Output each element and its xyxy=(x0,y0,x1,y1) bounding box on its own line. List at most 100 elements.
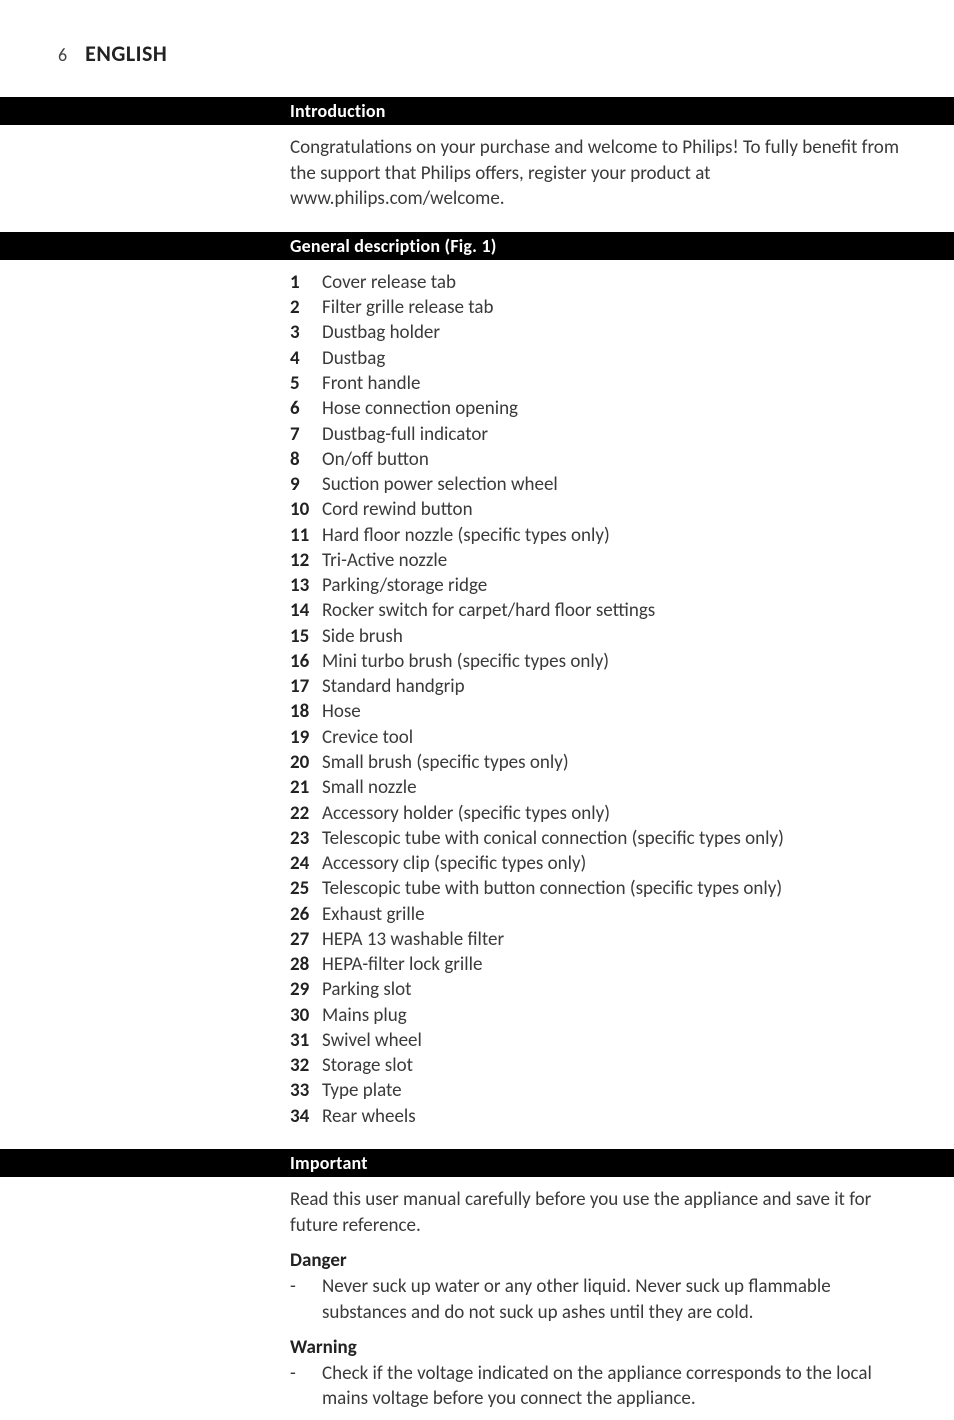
bullet-text: Check if the voltage indicated on the ap… xyxy=(322,1361,914,1412)
heading-bar: General description (Fig. 1) xyxy=(0,232,954,260)
introduction-body: Congratulations on your purchase and wel… xyxy=(0,125,954,220)
parts-list-item: 17Standard handgrip xyxy=(290,674,914,699)
bar-left xyxy=(0,1149,287,1177)
item-label: Dustbag holder xyxy=(322,320,440,345)
item-number: 6 xyxy=(290,396,322,421)
parts-list-item: 1Cover release tab xyxy=(290,270,914,295)
item-number: 24 xyxy=(290,851,322,876)
item-number: 17 xyxy=(290,674,322,699)
danger-list-item: -Never suck up water or any other liquid… xyxy=(290,1274,914,1325)
item-number: 9 xyxy=(290,472,322,497)
parts-list-item: 3Dustbag holder xyxy=(290,320,914,345)
item-number: 20 xyxy=(290,750,322,775)
item-label: Mains plug xyxy=(322,1003,407,1028)
parts-list-item: 19Crevice tool xyxy=(290,725,914,750)
parts-list-item: 33Type plate xyxy=(290,1078,914,1103)
parts-list-item: 21Small nozzle xyxy=(290,775,914,800)
item-number: 14 xyxy=(290,598,322,623)
item-number: 29 xyxy=(290,977,322,1002)
bullet-dash: - xyxy=(290,1274,322,1300)
item-number: 21 xyxy=(290,775,322,800)
parts-list-item: 29Parking slot xyxy=(290,977,914,1002)
parts-list-item: 31Swivel wheel xyxy=(290,1028,914,1053)
warning-heading: Warning xyxy=(290,1335,914,1361)
item-label: Tri-Active nozzle xyxy=(322,548,447,573)
item-number: 12 xyxy=(290,548,322,573)
important-intro: Read this user manual carefully before y… xyxy=(290,1187,914,1238)
parts-list-item: 4Dustbag xyxy=(290,346,914,371)
item-number: 19 xyxy=(290,725,322,750)
item-label: Crevice tool xyxy=(322,725,413,750)
parts-list-item: 24Accessory clip (specific types only) xyxy=(290,851,914,876)
item-number: 2 xyxy=(290,295,322,320)
item-label: Hose connection opening xyxy=(322,396,518,421)
item-number: 25 xyxy=(290,876,322,901)
item-label: Front handle xyxy=(322,371,420,396)
item-number: 18 xyxy=(290,699,322,724)
heading-important: Important xyxy=(287,1149,954,1177)
item-number: 22 xyxy=(290,801,322,826)
item-label: Small brush (specific types only) xyxy=(322,750,569,775)
item-label: Type plate xyxy=(322,1078,402,1103)
parts-list-item: 13Parking/storage ridge xyxy=(290,573,914,598)
parts-list-item: 26Exhaust grille xyxy=(290,902,914,927)
parts-list-item: 16Mini turbo brush (specific types only) xyxy=(290,649,914,674)
parts-list-item: 22Accessory holder (specific types only) xyxy=(290,801,914,826)
section-important: Important Read this user manual carefull… xyxy=(0,1149,954,1420)
item-number: 31 xyxy=(290,1028,322,1053)
parts-list-item: 34Rear wheels xyxy=(290,1104,914,1129)
item-label: Hard floor nozzle (specific types only) xyxy=(322,523,610,548)
item-label: On/off button xyxy=(322,447,429,472)
item-label: Rear wheels xyxy=(322,1104,416,1129)
item-label: Cover release tab xyxy=(322,270,456,295)
item-label: Standard handgrip xyxy=(322,674,465,699)
warning-list-item: -Check if the voltage indicated on the a… xyxy=(290,1361,914,1412)
item-label: Filter grille release tab xyxy=(322,295,494,320)
item-label: Storage slot xyxy=(322,1053,413,1078)
parts-list-item: 23Telescopic tube with conical connectio… xyxy=(290,826,914,851)
item-label: Parking/storage ridge xyxy=(322,573,487,598)
general-description-body: 1Cover release tab2Filter grille release… xyxy=(0,260,954,1137)
bar-left xyxy=(0,97,287,125)
parts-list-item: 32Storage slot xyxy=(290,1053,914,1078)
item-number: 8 xyxy=(290,447,322,472)
item-number: 7 xyxy=(290,422,322,447)
item-number: 34 xyxy=(290,1104,322,1129)
section-general-description: General description (Fig. 1) 1Cover rele… xyxy=(0,232,954,1137)
bar-left xyxy=(0,232,287,260)
introduction-text: Congratulations on your purchase and wel… xyxy=(290,135,914,212)
parts-list-item: 14Rocker switch for carpet/hard floor se… xyxy=(290,598,914,623)
item-number: 26 xyxy=(290,902,322,927)
parts-list: 1Cover release tab2Filter grille release… xyxy=(290,270,914,1129)
parts-list-item: 27HEPA 13 washable filter xyxy=(290,927,914,952)
item-number: 11 xyxy=(290,523,322,548)
page-number: 6 xyxy=(58,44,67,66)
bullet-dash: - xyxy=(290,1361,322,1387)
item-number: 10 xyxy=(290,497,322,522)
item-label: HEPA 13 washable filter xyxy=(322,927,504,952)
item-number: 1 xyxy=(290,270,322,295)
item-label: Side brush xyxy=(322,624,403,649)
item-label: Small nozzle xyxy=(322,775,417,800)
heading-introduction: Introduction xyxy=(287,97,954,125)
item-number: 5 xyxy=(290,371,322,396)
important-body: Read this user manual carefully before y… xyxy=(0,1177,954,1420)
item-label: Cord rewind button xyxy=(322,497,473,522)
item-number: 15 xyxy=(290,624,322,649)
parts-list-item: 20Small brush (specific types only) xyxy=(290,750,914,775)
item-number: 33 xyxy=(290,1078,322,1103)
parts-list-item: 10Cord rewind button xyxy=(290,497,914,522)
item-number: 23 xyxy=(290,826,322,851)
parts-list-item: 11Hard floor nozzle (specific types only… xyxy=(290,523,914,548)
bullet-text: Never suck up water or any other liquid.… xyxy=(322,1274,914,1325)
item-label: Telescopic tube with button connection (… xyxy=(322,876,782,901)
parts-list-item: 25Telescopic tube with button connection… xyxy=(290,876,914,901)
parts-list-item: 8On/off button xyxy=(290,447,914,472)
page-header: 6 ENGLISH xyxy=(0,0,954,85)
section-introduction: Introduction Congratulations on your pur… xyxy=(0,97,954,220)
item-number: 4 xyxy=(290,346,322,371)
parts-list-item: 12Tri-Active nozzle xyxy=(290,548,914,573)
item-number: 28 xyxy=(290,952,322,977)
item-label: Telescopic tube with conical connection … xyxy=(322,826,784,851)
parts-list-item: 28HEPA-filter lock grille xyxy=(290,952,914,977)
